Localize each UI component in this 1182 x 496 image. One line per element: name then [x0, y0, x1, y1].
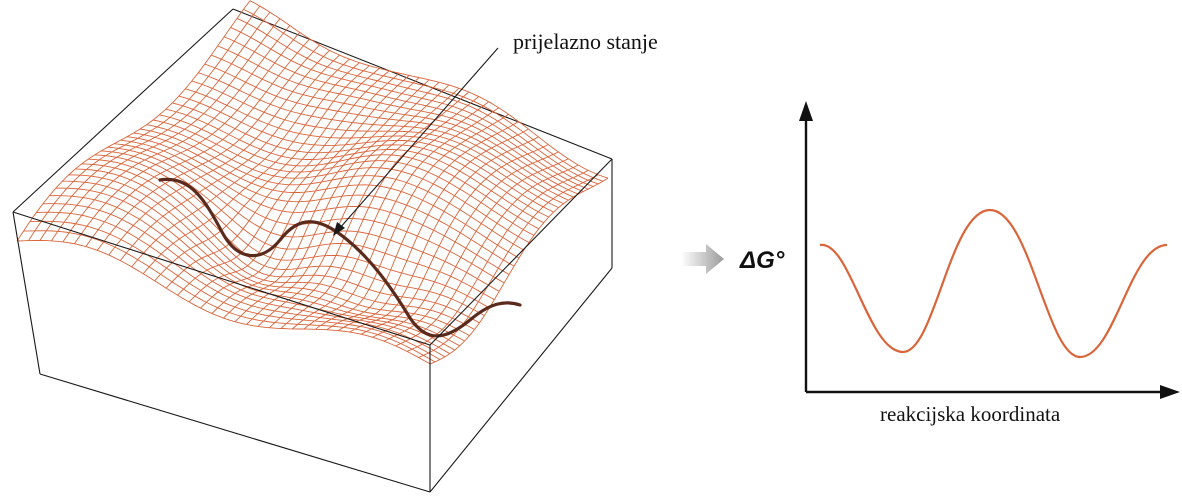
transition-state-leader-line [338, 47, 499, 230]
transition-state-label: prijelazno stanje [513, 29, 658, 54]
box-front-edges [12, 158, 613, 493]
box-edge-front-left [12, 211, 41, 375]
transform-arrow-shape [681, 244, 724, 274]
mesh-grid-line [236, 17, 599, 185]
mesh-grid-line [418, 174, 599, 358]
mesh-grid-line [223, 36, 589, 190]
box-back-edges [12, 8, 613, 268]
energy-profile-curve [819, 208, 1168, 359]
energy-surface-mesh [16, 0, 609, 365]
reaction-path-curve [158, 177, 522, 338]
mesh-grid-line [249, 0, 609, 179]
mesh-grid-line [429, 177, 609, 365]
mesh-grid-line [85, 38, 311, 247]
box-edge-back-top [232, 8, 613, 160]
y-axis-label: ΔG° [739, 247, 785, 274]
mesh-grid-line [55, 187, 460, 347]
mesh-grid-line [395, 164, 579, 347]
mesh-grid-line [217, 45, 584, 192]
mesh-grid-line [51, 18, 281, 242]
energy-profile-panel: ΔG° reakcijska koordinata [739, 101, 1180, 426]
mesh-grid-line [243, 8, 604, 182]
mesh-grid-line [74, 32, 301, 245]
transform-arrow [681, 244, 724, 274]
y-axis-arrowhead [799, 101, 813, 121]
mesh-grid-line [372, 151, 559, 338]
transition-state-arrowhead [333, 222, 345, 236]
mesh-grid-line [406, 169, 589, 352]
mesh-grid-line [165, 108, 544, 224]
box-edge-bottom-left [39, 373, 431, 493]
box-edge-top-right [429, 158, 613, 346]
energy-surface-panel: prijelazno stanje [12, 0, 658, 493]
x-axis-arrowhead [1160, 385, 1180, 399]
box-edge-bottom-right [429, 267, 613, 493]
box-edge-top-front [12, 211, 431, 346]
mesh-grid-line [133, 132, 520, 259]
mesh-grid-line [230, 27, 594, 187]
box-edge-back-left [12, 8, 234, 213]
mesh-grid-line [211, 54, 579, 195]
x-axis-label: reakcijska koordinata [880, 402, 1061, 426]
